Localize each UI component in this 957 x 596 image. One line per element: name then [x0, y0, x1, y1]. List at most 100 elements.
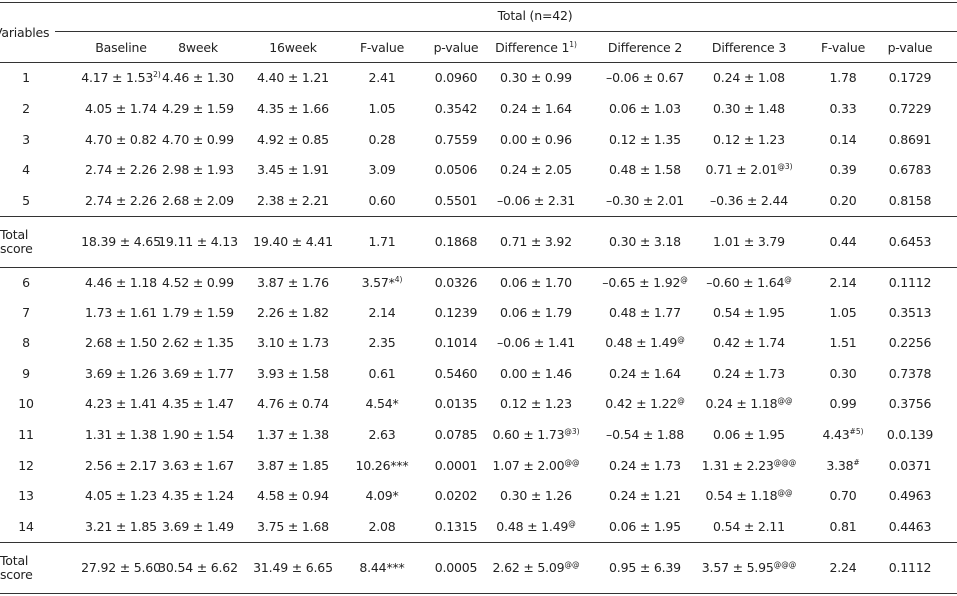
table-cell-text: 3.87 ± 1.76: [257, 275, 329, 290]
table-cell: 1.01 ± 3.79: [713, 234, 785, 250]
table-cell-text: 0.0785: [434, 427, 478, 442]
table-cell-text: 2.14: [829, 275, 857, 290]
table-cell-text: 2.14: [368, 305, 396, 320]
column-header: Baseline: [95, 40, 147, 56]
table-cell-footnote-mark: @@@: [773, 458, 797, 467]
table-cell-text: 2.62 ± 5.09: [492, 560, 565, 575]
table-cell: 4.92 ± 0.85: [257, 132, 329, 148]
table-cell: 2.98 ± 1.93: [162, 162, 234, 178]
table-cell-text: 0.0202: [434, 488, 478, 503]
table-cell: 0.48 ± 1.49@: [605, 335, 684, 351]
table-cell-text: 0.54 ± 2.11: [713, 519, 785, 534]
row-label: 9: [22, 366, 30, 381]
table-cell-text: 0.24 ± 1.18: [705, 396, 778, 411]
table-cell-text: 0.7559: [434, 132, 478, 147]
column-header-label: 8week: [178, 40, 218, 55]
table-cell: 0.12 ± 1.23: [713, 132, 785, 148]
table-cell: 1.37 ± 1.38: [257, 427, 329, 443]
table-cell-text: 0.7229: [888, 101, 932, 116]
table-cell-text: 0.24 ± 1.08: [713, 70, 785, 85]
table-cell: 4.05 ± 1.74: [85, 101, 157, 117]
table-cell-text: 0.24 ± 1.64: [500, 101, 572, 116]
table-cell: 0.06 ± 1.03: [609, 101, 681, 117]
table-cell: 4.46 ± 1.30: [162, 70, 234, 86]
table-cell-text: 1.37 ± 1.38: [257, 427, 329, 442]
table-cell: –0.36 ± 2.44: [710, 193, 788, 209]
table-cell-text: 0.5460: [434, 366, 478, 381]
column-header-label: 16week: [269, 40, 317, 55]
table-cell-text: 0.33: [829, 101, 857, 116]
row-label-line: score: [0, 241, 33, 256]
table-cell: 0.24 ± 1.73: [713, 366, 785, 382]
table-cell-text: 0.7378: [888, 366, 932, 381]
column-header-label: Baseline: [95, 40, 147, 55]
table-cell: 4.58 ± 0.94: [257, 488, 329, 504]
table-cell: 3.93 ± 1.58: [257, 366, 329, 382]
row-label: 2: [22, 101, 30, 116]
table-cell-text: 0.06 ± 1.79: [500, 305, 572, 320]
column-header-label: F-value: [359, 40, 405, 55]
table-cell: 0.24 ± 1.08: [713, 70, 785, 86]
table-cell: 0.1112: [889, 560, 932, 576]
table-cell-text: 0.1315: [434, 519, 478, 534]
table-cell-text: 2.63: [368, 427, 396, 442]
table-cell: 1.78: [829, 70, 856, 86]
table-cell-footnote-mark: @@: [777, 488, 793, 497]
table-cell-text: –0.06 ± 1.41: [497, 335, 575, 350]
table-cell-text: –0.30 ± 2.01: [606, 193, 684, 208]
table-cell-text: 0.61: [368, 366, 396, 381]
table-cell: 2.41: [368, 70, 395, 86]
group-header-rule: [55, 31, 957, 32]
table-cell-text: 3.57*: [361, 275, 395, 290]
table-cell: 0.54 ± 1.95: [713, 305, 785, 321]
table-cell-text: 0.1112: [888, 275, 932, 290]
row-label: 6: [22, 275, 30, 290]
table-cell-text: 1.31 ± 2.23: [701, 458, 774, 473]
row-label: 10: [18, 396, 34, 411]
table-cell: 0.0135: [435, 396, 478, 412]
table-cell-text: 1.07 ± 2.00: [492, 458, 565, 473]
table-cell-text: 0.20: [829, 193, 857, 208]
table-cell: 1.90 ± 1.54: [162, 427, 234, 443]
table-cell-text: 4.35 ± 1.66: [257, 101, 329, 116]
table-cell: 2.14: [368, 305, 395, 321]
table-cell: 0.30 ± 1.26: [500, 488, 572, 504]
table-cell-text: 0.99: [829, 396, 857, 411]
table-cell-text: 0.30 ± 0.99: [500, 70, 572, 85]
table-cell: 0.8158: [889, 193, 932, 209]
table-cell-text: 3.21 ± 1.85: [85, 519, 157, 534]
table-cell-text: 0.3756: [888, 396, 932, 411]
table-cell-text: 18.39 ± 4.65: [81, 234, 161, 249]
table-cell: 1.05: [829, 305, 856, 321]
table-cell-text: 0.0005: [434, 560, 478, 575]
table-cell: 0.6453: [889, 234, 932, 250]
column-header-label: Difference 1: [495, 40, 570, 55]
table-cell-text: 3.38: [826, 458, 854, 473]
table-cell: 1.05: [368, 101, 395, 117]
column-header-footnote-mark: 1): [569, 40, 577, 49]
table-cell: 3.38#: [826, 458, 859, 474]
table-cell: 0.4463: [889, 519, 932, 535]
table-cell: 2.56 ± 2.17: [85, 458, 157, 474]
table-cell-text: 1.31 ± 1.38: [85, 427, 157, 442]
table-cell-text: 0.28: [368, 132, 396, 147]
table-cell: 0.0326: [435, 275, 478, 291]
table-cell-text: 0.95 ± 6.39: [609, 560, 681, 575]
table-cell-text: 2.68 ± 1.50: [85, 335, 157, 350]
table-cell-text: 0.8158: [888, 193, 932, 208]
section-rule: [0, 267, 957, 268]
table-cell-text: 0.6783: [888, 162, 932, 177]
column-header: Difference 3: [712, 40, 786, 56]
table-cell-text: 3.87 ± 1.85: [257, 458, 329, 473]
table-cell: 2.26 ± 1.82: [257, 305, 329, 321]
table-cell: 0.3756: [889, 396, 932, 412]
table-cell: 3.63 ± 1.67: [162, 458, 234, 474]
table-cell-text: –0.54 ± 1.88: [606, 427, 684, 442]
row-label: 11: [18, 427, 34, 442]
table-cell-text: –0.06 ± 2.31: [497, 193, 575, 208]
table-cell-text: 0.1868: [434, 234, 478, 249]
table-cell-text: 2.56 ± 2.17: [85, 458, 157, 473]
table-cell: 0.0005: [435, 560, 478, 576]
table-cell: –0.60 ± 1.64@: [706, 275, 791, 291]
header-bottom-rule: [0, 62, 957, 63]
